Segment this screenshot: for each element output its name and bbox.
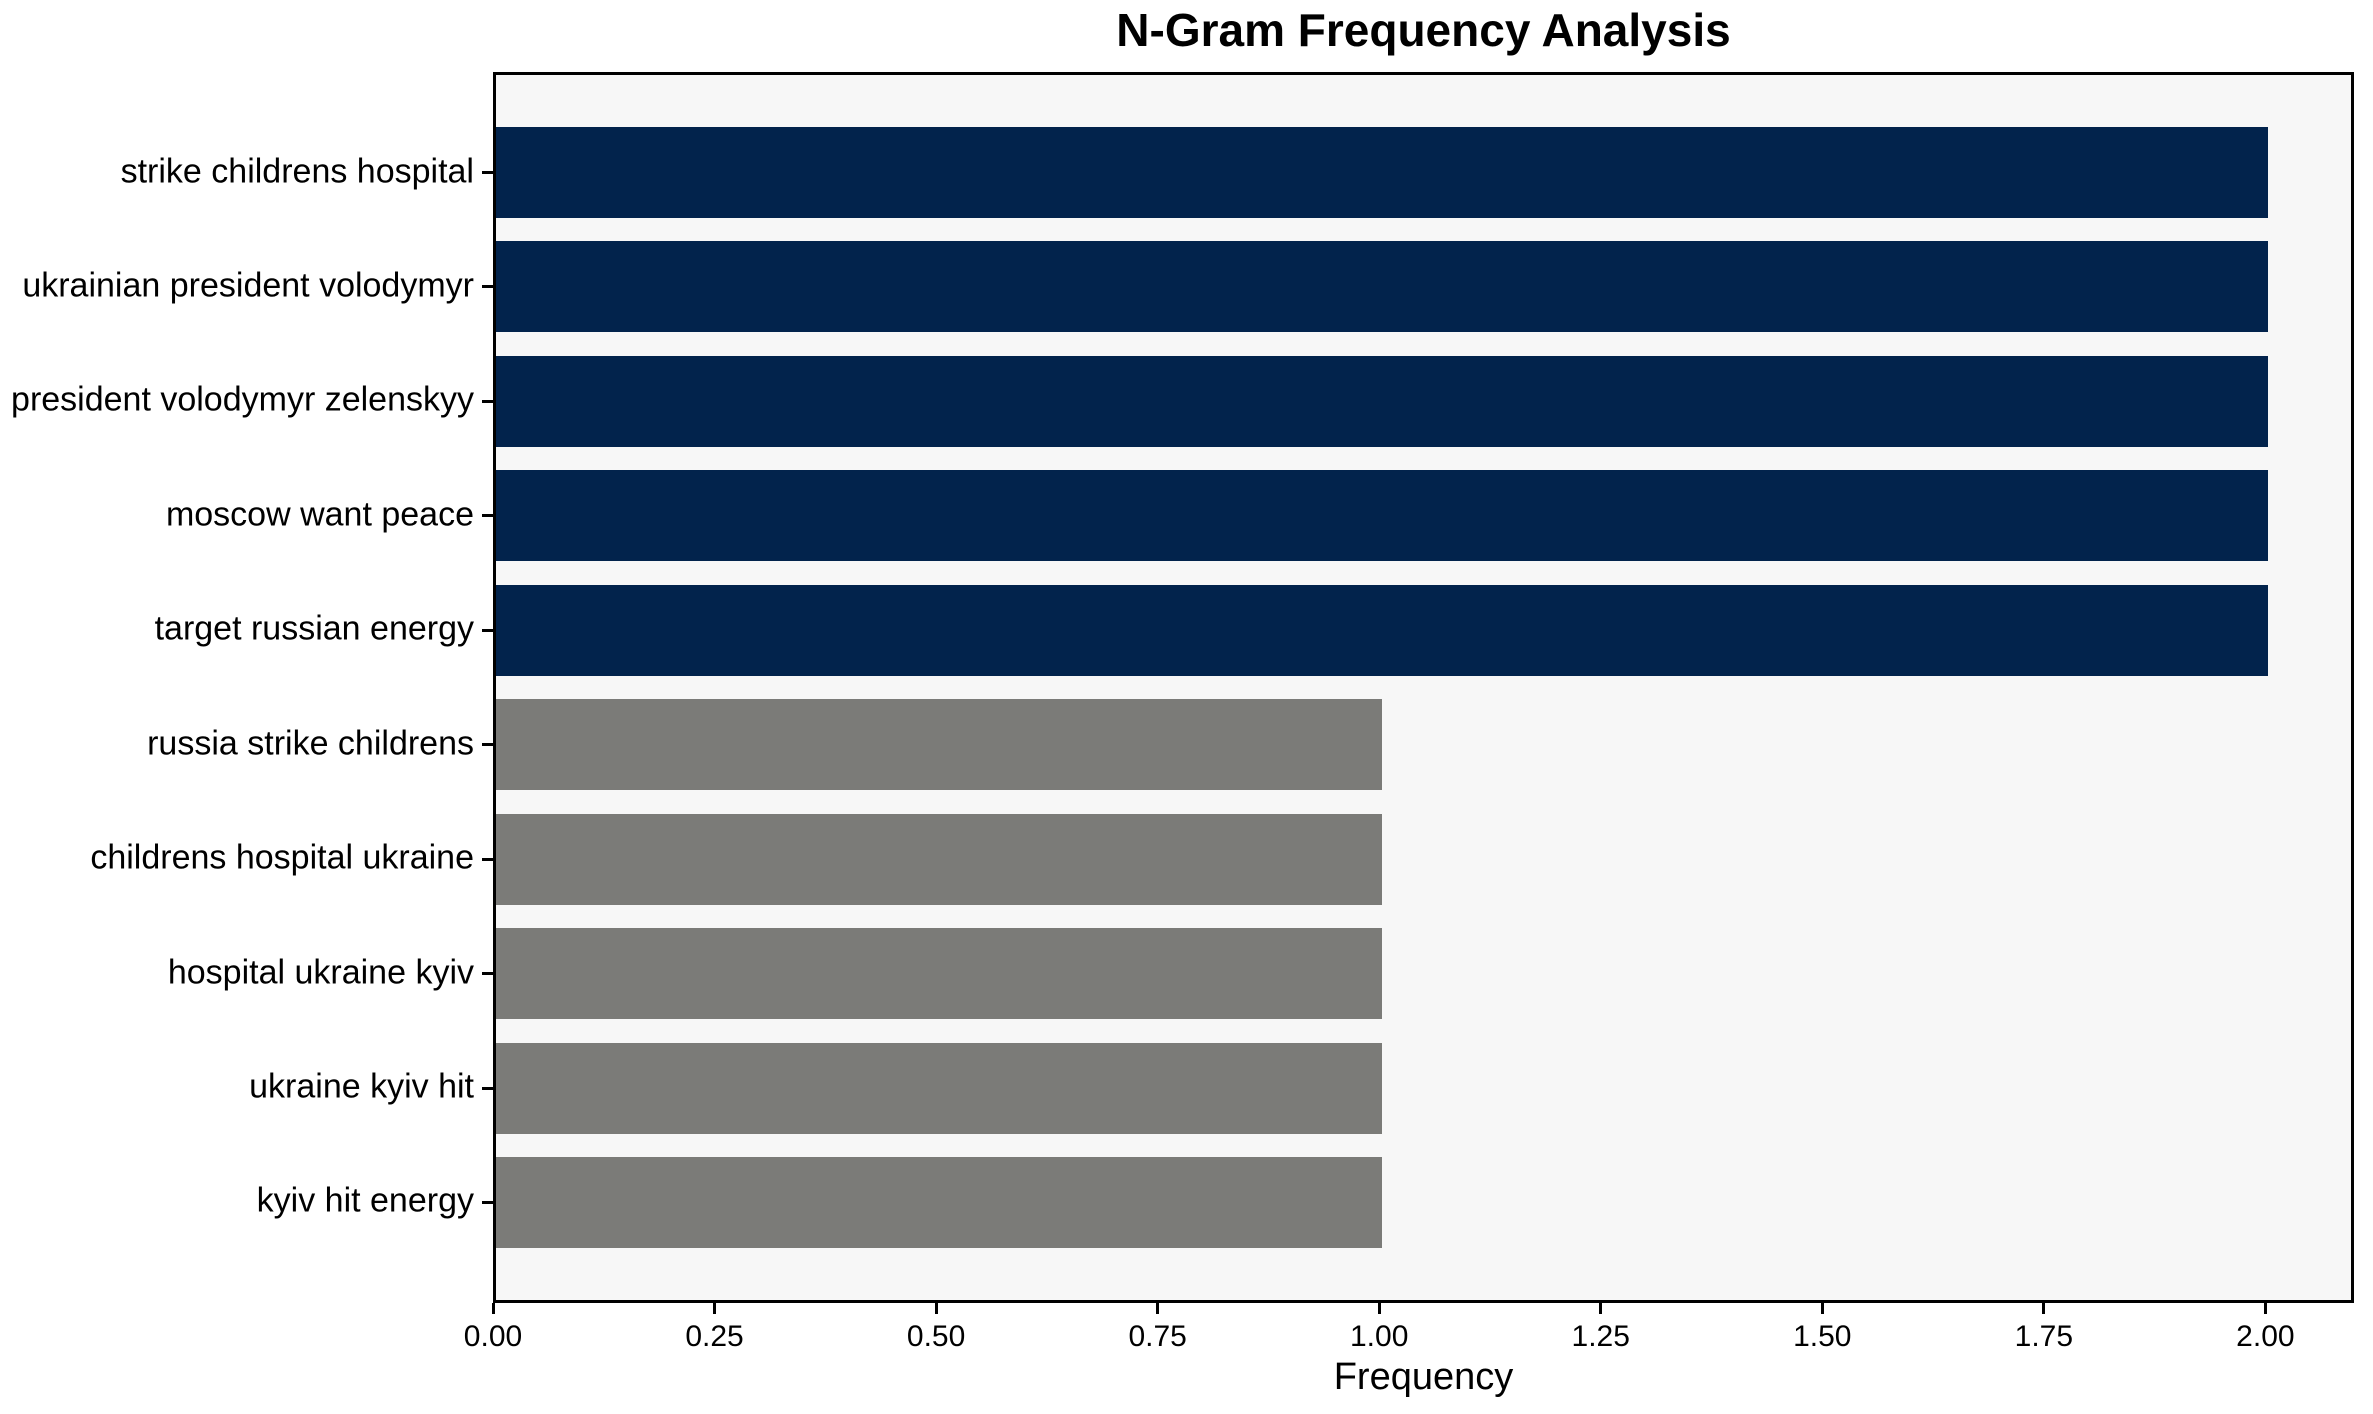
bar-2 <box>496 355 2269 447</box>
x-tick-label-0: 0.00 <box>463 1320 523 1353</box>
x-tick-mark-6 <box>1820 1303 1824 1314</box>
y-tick-label-7: hospital ukraine kyiv <box>167 953 474 992</box>
y-tick-mark-7 <box>482 972 493 976</box>
bar-8 <box>496 1042 1383 1134</box>
y-tick-mark-2 <box>482 399 493 403</box>
x-tick-label-8: 2.00 <box>2236 1320 2295 1353</box>
x-tick-label-3: 0.75 <box>1128 1320 1187 1353</box>
x-tick-label-1: 0.25 <box>685 1320 744 1353</box>
y-tick-label-4: target russian energy <box>154 609 474 648</box>
x-tick-label-2: 0.50 <box>906 1320 966 1353</box>
y-tick-label-8: ukraine kyiv hit <box>249 1067 474 1106</box>
chart-title: N-Gram Frequency Analysis <box>1116 4 1731 56</box>
plot-area <box>493 72 2354 1303</box>
x-tick-label-4: 1.00 <box>1349 1320 1409 1353</box>
bar-6 <box>496 813 1383 905</box>
y-tick-mark-0 <box>482 171 493 174</box>
y-tick-mark-4 <box>482 628 493 632</box>
x-axis-label: Frequency <box>1333 1356 1514 1398</box>
x-tick-mark-2 <box>934 1303 938 1314</box>
y-tick-label-1: ukrainian president volodymyr <box>22 266 474 305</box>
bar-3 <box>496 470 2269 562</box>
x-tick-mark-7 <box>2042 1303 2046 1314</box>
x-tick-mark-8 <box>2263 1303 2267 1314</box>
bar-4 <box>496 584 2269 676</box>
x-tick-mark-5 <box>1599 1303 1603 1314</box>
y-tick-mark-6 <box>482 857 493 861</box>
y-tick-label-3: moscow want peace <box>165 495 474 534</box>
bar-7 <box>496 928 1383 1020</box>
y-tick-mark-9 <box>482 1200 493 1204</box>
y-tick-label-6: childrens hospital ukraine <box>90 838 474 877</box>
bar-5 <box>496 699 1383 791</box>
y-tick-mark-3 <box>482 514 493 518</box>
y-tick-mark-5 <box>482 743 493 747</box>
x-tick-label-7: 1.75 <box>2014 1320 2074 1353</box>
y-tick-mark-8 <box>482 1086 493 1090</box>
x-tick-mark-0 <box>491 1303 495 1314</box>
x-tick-label-6: 1.50 <box>1793 1320 1852 1353</box>
bar-0 <box>496 127 2269 218</box>
y-tick-label-2: president volodymyr zelenskyy <box>11 381 474 420</box>
x-tick-label-5: 1.25 <box>1571 1320 1630 1353</box>
y-tick-label-0: strike childrens hospital <box>120 152 474 191</box>
y-tick-mark-1 <box>482 285 493 289</box>
x-tick-mark-1 <box>713 1303 717 1314</box>
y-tick-label-5: russia strike childrens <box>147 724 474 763</box>
bar-1 <box>496 241 2269 333</box>
x-tick-mark-3 <box>1156 1303 1160 1314</box>
y-tick-label-9: kyiv hit energy <box>256 1182 474 1221</box>
bar-9 <box>496 1156 1383 1248</box>
x-tick-mark-4 <box>1377 1303 1381 1314</box>
